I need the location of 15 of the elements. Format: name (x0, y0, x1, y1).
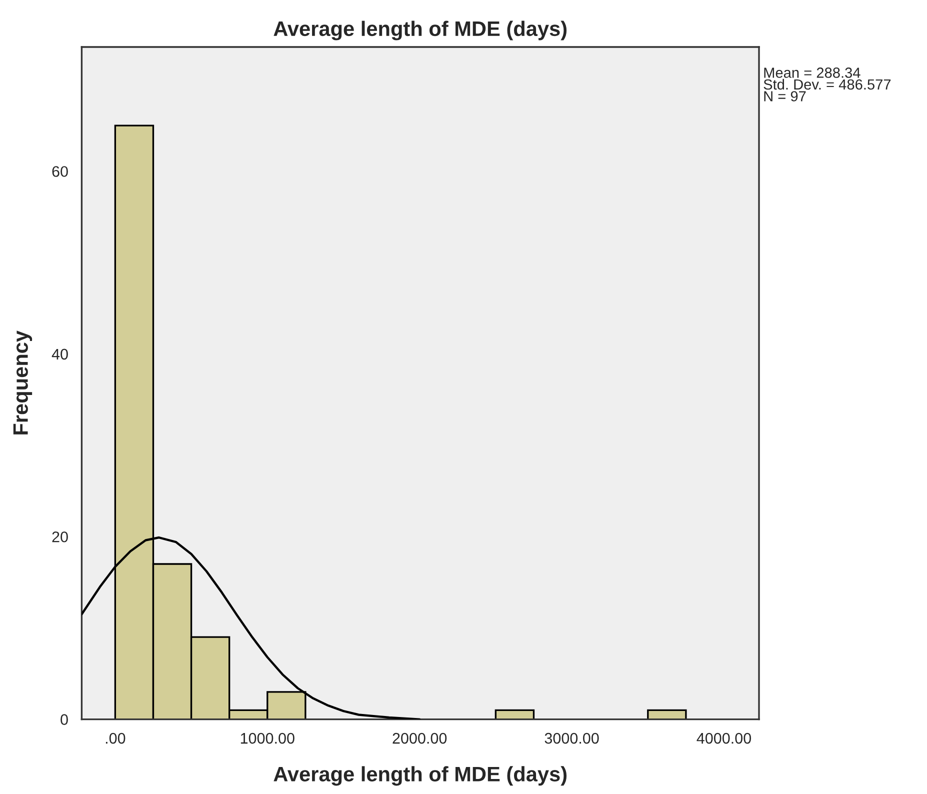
y-tick-label: 40 (52, 348, 68, 360)
chart-title: Average length of MDE (days) (274, 20, 567, 40)
x-tick-label: .00 (106, 732, 126, 744)
x-tick-label: 3000.00 (544, 732, 599, 744)
y-axis-title: Frequency (13, 330, 32, 434)
x-tick-label: 2000.00 (392, 732, 447, 744)
x-tick-label: 4000.00 (696, 732, 752, 744)
text: N = 97 (764, 91, 806, 102)
y-tick-label: 0 (60, 714, 68, 725)
x-tick-label: 1000.00 (240, 732, 294, 744)
text: Mean = 288.34 (764, 68, 860, 78)
x-axis-title: Average length of MDE (days) (274, 766, 567, 786)
y-tick-label: 20 (52, 531, 68, 542)
y-tick-label: 60 (52, 166, 68, 177)
text: Std. Dev. = 486.577 (764, 78, 891, 90)
